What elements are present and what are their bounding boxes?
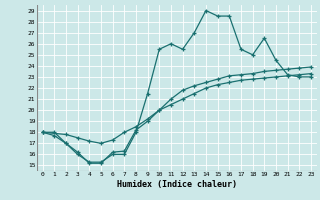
X-axis label: Humidex (Indice chaleur): Humidex (Indice chaleur): [117, 180, 237, 189]
